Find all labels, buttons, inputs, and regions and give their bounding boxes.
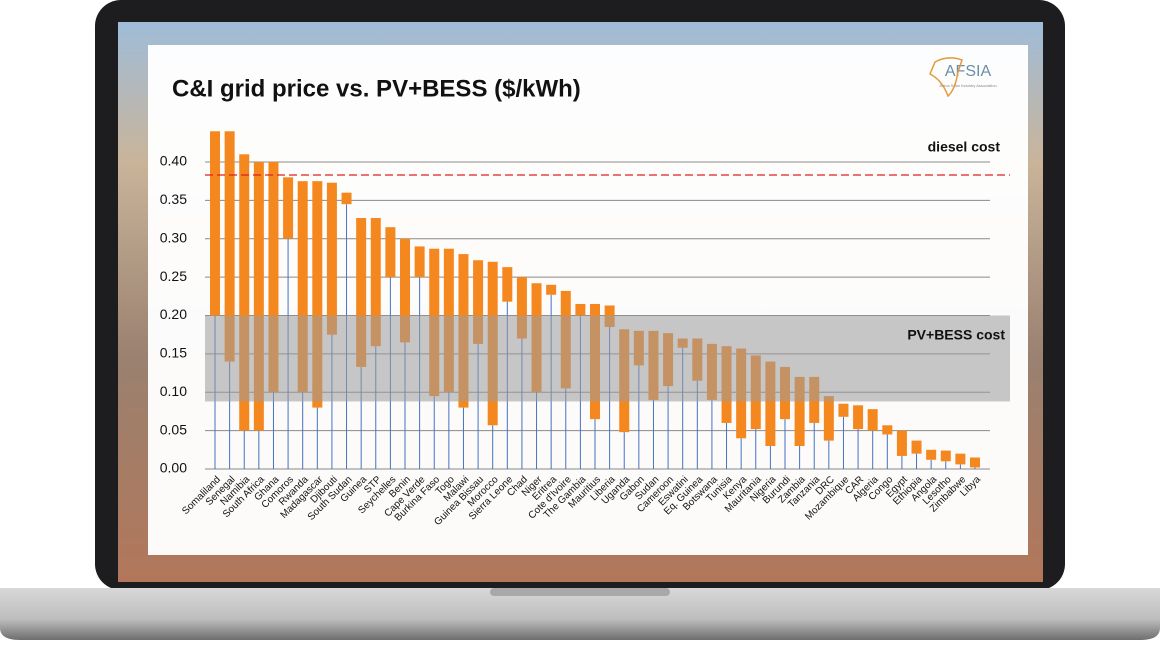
diesel-label: diesel cost (928, 139, 1001, 155)
y-tick-label: 0.20 (160, 306, 187, 322)
chart-panel (148, 45, 1028, 555)
bar (853, 405, 864, 430)
pv-bess-label: PV+BESS cost (907, 327, 1005, 343)
bar (575, 303, 586, 316)
chart-title: C&I grid price vs. PV+BESS ($/kWh) (172, 75, 581, 102)
bar (765, 361, 776, 446)
bar (297, 181, 308, 393)
bar (253, 161, 264, 431)
bar (239, 154, 250, 431)
logo-subtitle: Africa Solar Industry Association (939, 83, 996, 88)
bar (414, 246, 425, 278)
bar (546, 284, 557, 295)
bar (326, 182, 337, 335)
bar (268, 161, 279, 393)
bar (283, 177, 294, 239)
bar (955, 453, 966, 465)
bar (502, 267, 513, 302)
y-tick-label: 0.30 (160, 229, 187, 245)
bar (516, 277, 527, 339)
trackpad-notch (490, 588, 670, 596)
bar (940, 450, 951, 462)
bar (882, 425, 893, 435)
bar (926, 449, 937, 460)
y-tick-label: 0.40 (160, 153, 187, 169)
bar (896, 430, 907, 456)
bar (356, 218, 367, 367)
bar (867, 409, 878, 431)
bar (911, 440, 922, 454)
y-tick-label: 0.00 (160, 460, 187, 476)
bar (385, 227, 396, 278)
y-tick-label: 0.15 (160, 345, 187, 361)
laptop-base (0, 588, 1160, 640)
bar (224, 131, 235, 362)
bar (838, 403, 849, 417)
y-tick-label: 0.05 (160, 421, 187, 437)
bar (210, 131, 221, 316)
y-tick-label: 0.35 (160, 191, 187, 207)
bar (400, 238, 411, 343)
bar (969, 457, 980, 468)
bar (823, 396, 834, 441)
bar (341, 192, 352, 205)
pv-bess-band (205, 315, 1010, 402)
logo: AFSIA (945, 63, 992, 80)
logo-shape (929, 57, 963, 98)
bar (370, 218, 381, 347)
bar (312, 181, 323, 408)
y-tick-label: 0.10 (160, 383, 187, 399)
bar (473, 260, 484, 344)
bar (794, 376, 805, 446)
y-tick-label: 0.25 (160, 268, 187, 284)
